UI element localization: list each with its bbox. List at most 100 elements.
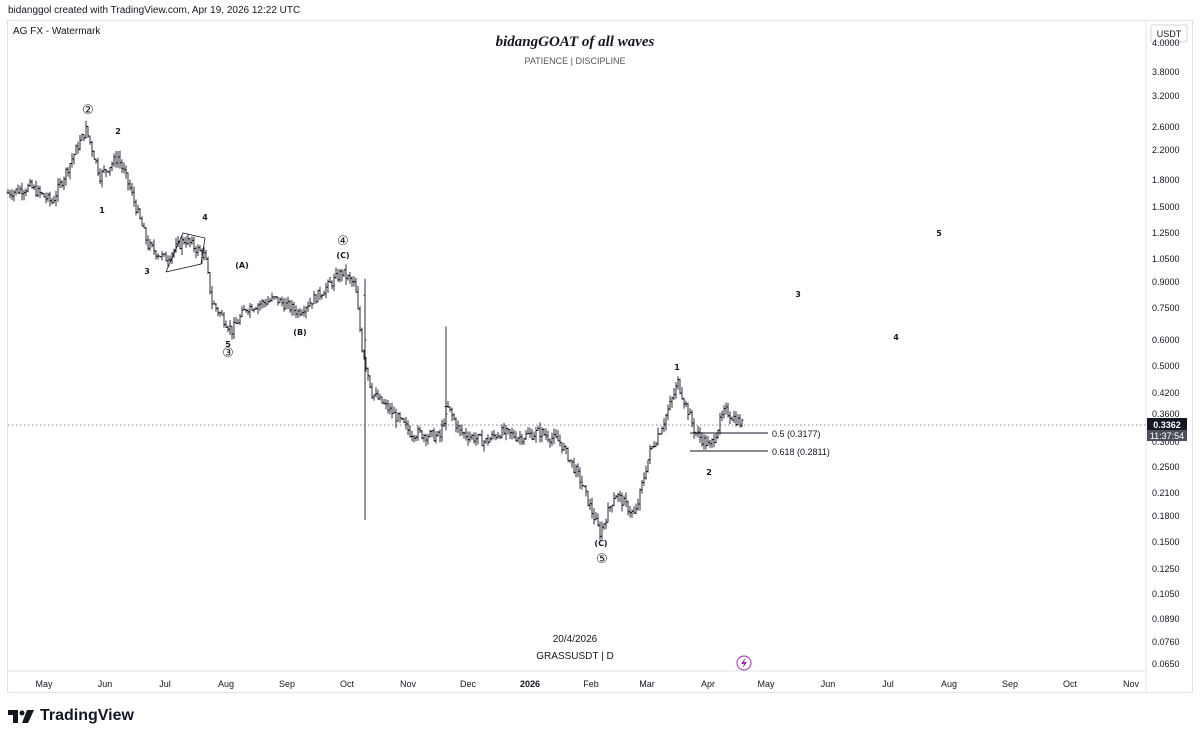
- ohlc-bar: [282, 297, 286, 312]
- tradingview-logo-text: TradingView: [40, 707, 134, 724]
- ohlc-bar: [590, 497, 594, 519]
- ohlc-bar: [194, 245, 198, 259]
- ohlc-bar: [680, 387, 684, 400]
- time-scale[interactable]: May Jun Jul Aug Sep Oct Nov Dec 2026 Feb Mar Apr May…: [35, 679, 1139, 689]
- ohlc-bar: [398, 412, 402, 423]
- tradingview-logo[interactable]: TradingView: [8, 707, 134, 725]
- x-tick-label: Jun: [821, 679, 836, 689]
- ohlc-bar: [572, 457, 576, 474]
- ohlc-bar: [38, 185, 42, 198]
- ohlc-bar: [312, 290, 316, 305]
- ohlc-bar: [90, 140, 94, 157]
- ohlc-bar: [580, 475, 584, 490]
- ohlc-bar: [324, 282, 328, 299]
- ohlc-bar: [376, 389, 380, 400]
- x-tick-label: May: [35, 679, 53, 689]
- currency-box[interactable]: [1150, 24, 1188, 43]
- price-scale[interactable]: 4.0000 3.8000 3.2000 2.6000 2.2000 1.8000 1.50…: [1152, 38, 1180, 669]
- chart-title: bidangGOAT of all waves: [496, 34, 655, 50]
- lightning-icon[interactable]: [736, 655, 752, 671]
- ohlc-bar: [414, 435, 418, 442]
- x-tick-label: Aug: [941, 679, 957, 689]
- ohlc-bar: [416, 425, 420, 441]
- currency-label: USDT: [1157, 29, 1182, 39]
- ohlc-bar: [720, 410, 724, 422]
- y-tick-label: 4.0000: [1152, 38, 1180, 48]
- created-note: bidanggol created with TradingView.com, …: [8, 5, 301, 16]
- ohlc-bar: [628, 505, 632, 518]
- ohlc-bar: [192, 236, 196, 253]
- ohlc-bar: [566, 447, 570, 462]
- ohlc-bar: [142, 222, 146, 229]
- ohlc-bar: [48, 191, 52, 207]
- x-tick-label: Dec: [460, 679, 477, 689]
- ohlc-bar: [238, 314, 242, 325]
- x-tick-label: Sep: [1002, 679, 1018, 689]
- y-tick-label: 0.7500: [1152, 303, 1180, 313]
- ohlc-bar: [288, 299, 292, 313]
- ohlc-bar: [422, 433, 426, 443]
- ohlc-bar: [154, 249, 158, 260]
- ohlc-bar: [740, 418, 744, 428]
- ohlc-bar: [110, 161, 114, 172]
- ohlc-bar: [182, 237, 186, 245]
- ohlc-bar: [648, 444, 652, 465]
- ohlc-bar: [26, 183, 30, 193]
- ohlc-bar: [10, 189, 14, 201]
- y-tick-label: 0.9000: [1152, 277, 1180, 287]
- wave-label: 4: [893, 333, 899, 342]
- ohlc-bar: [682, 397, 686, 409]
- ohlc-bar: [546, 430, 550, 443]
- ohlc-bar: [412, 435, 416, 443]
- ohlc-bar: [408, 425, 412, 438]
- ohlc-bar: [610, 504, 614, 513]
- ohlc-bar: [600, 521, 604, 540]
- wave-label: 5: [225, 340, 231, 349]
- ohlc-bar: [692, 418, 696, 439]
- y-tick-label: 0.0650: [1152, 659, 1180, 669]
- ohlc-bar: [342, 269, 346, 278]
- ohlc-bar: [258, 300, 262, 311]
- y-tick-label: 0.5000: [1152, 361, 1180, 371]
- ohlc-bar: [34, 180, 38, 197]
- ohlc-bar: [150, 241, 154, 248]
- ohlc-bar: [78, 134, 82, 151]
- ohlc-bar: [706, 436, 710, 447]
- ohlc-bar: [356, 285, 360, 310]
- ohlc-bar: [308, 297, 312, 307]
- ohlc-bar: [66, 166, 70, 177]
- ohlc-bar: [224, 320, 228, 328]
- ohlc-bar: [698, 427, 702, 443]
- ohlc-bar: [132, 186, 136, 207]
- ohlc-bar: [230, 325, 234, 340]
- ohlc-bar: [556, 430, 560, 442]
- y-tick-label: 2.2000: [1152, 145, 1180, 155]
- ohlc-bar: [456, 420, 460, 434]
- ohlc-bar: [278, 297, 282, 304]
- ohlc-bar: [218, 311, 222, 317]
- ohlc-bars: [6, 120, 744, 540]
- ohlc-bar: [444, 326, 448, 428]
- ohlc-bar: [98, 168, 102, 185]
- ohlc-bar: [564, 445, 568, 455]
- ohlc-bar: [306, 301, 310, 312]
- wave-label: 2: [706, 468, 712, 477]
- ohlc-bar: [732, 410, 736, 424]
- ohlc-bar: [728, 411, 732, 425]
- ohlc-bar: [286, 296, 290, 310]
- ohlc-bar: [516, 436, 520, 443]
- ohlc-bar: [112, 153, 116, 167]
- ohlc-bar: [100, 169, 104, 188]
- fib-label-0.5: 0.5 (0.3177): [772, 429, 821, 439]
- ohlc-bar: [490, 431, 494, 441]
- ohlc-bar: [50, 197, 54, 205]
- ohlc-bar: [418, 426, 422, 433]
- x-tick-label: Aug: [218, 679, 234, 689]
- ohlc-bar: [328, 276, 332, 283]
- ohlc-bar: [718, 412, 722, 435]
- chart-frame: [7, 20, 1193, 693]
- x-tick-label: Apr: [701, 679, 715, 689]
- ohlc-bar: [668, 395, 672, 411]
